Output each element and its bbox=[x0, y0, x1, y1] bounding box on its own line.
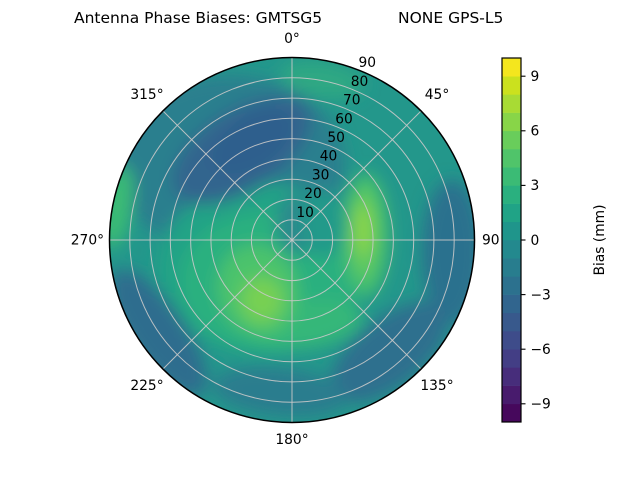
theta-label-0: 0° bbox=[284, 31, 300, 47]
colorbar-band bbox=[502, 331, 521, 350]
grid-spoke bbox=[162, 110, 293, 241]
blob-green-left-rim bbox=[109, 165, 134, 249]
colorbar-bands bbox=[502, 58, 521, 423]
blob-dark-bottom-rim bbox=[212, 367, 348, 417]
theta-label-315: 315° bbox=[130, 87, 163, 103]
radial-tick-label: 60 bbox=[335, 111, 353, 127]
colorbar-band bbox=[502, 294, 521, 314]
colorbar-band bbox=[502, 185, 521, 204]
colorbar-band bbox=[502, 112, 521, 132]
colorbar-axis-label: Bias (mm) bbox=[592, 205, 608, 276]
blob-center-right-teal bbox=[302, 190, 346, 258]
chart-title-main: Antenna Phase Biases: GMTSG5 bbox=[74, 9, 322, 27]
colorbar-tick-label: 6 bbox=[531, 124, 540, 140]
radial-tick-label: 30 bbox=[312, 168, 330, 184]
colorbar-tick-label: −9 bbox=[531, 397, 551, 413]
blob-dark-bottom-right-rim bbox=[331, 301, 449, 403]
colorbar-band bbox=[502, 58, 521, 77]
colorbar-band bbox=[502, 167, 521, 186]
radial-tick-label: 70 bbox=[343, 93, 361, 109]
colorbar-band bbox=[502, 130, 521, 150]
colorbar-band bbox=[502, 349, 521, 368]
theta-label-90: 90 bbox=[482, 233, 500, 249]
radial-tick-labels: 10 20 30 40 50 60 70 80 90 bbox=[296, 55, 376, 221]
radial-tick-label: 80 bbox=[351, 74, 369, 90]
colorbar-tick-label: 0 bbox=[531, 233, 540, 249]
colorbar-tick-label: −6 bbox=[531, 342, 551, 358]
blob-green-top-rim bbox=[280, 61, 364, 99]
colorbar-ticks: 9 6 3 0 −3 −6 −9 bbox=[521, 69, 551, 413]
colorbar-tick-label: −3 bbox=[531, 287, 551, 303]
grid-spoke bbox=[291, 110, 422, 241]
blob-dark-bottom-left-rim bbox=[109, 269, 207, 397]
colorbar-band bbox=[502, 203, 521, 223]
polar-outline bbox=[108, 56, 476, 424]
theta-label-225: 225° bbox=[130, 378, 163, 394]
colorbar-band bbox=[502, 385, 521, 405]
radial-tick-label: 50 bbox=[327, 130, 345, 146]
theta-label-45: 45° bbox=[425, 87, 449, 103]
colorbar-band bbox=[502, 221, 521, 241]
colorbar-band bbox=[502, 240, 521, 259]
blob-dark-right-rim bbox=[422, 180, 475, 324]
colorbar-band bbox=[502, 276, 521, 295]
chart-title-signal: NONE GPS-L5 bbox=[398, 9, 503, 27]
colorbar-band bbox=[502, 312, 521, 332]
colorbar-tick-label: 3 bbox=[531, 178, 540, 194]
colorbar-band bbox=[502, 94, 521, 113]
theta-label-180: 180° bbox=[275, 432, 308, 448]
blob-green-crescent-core bbox=[241, 277, 283, 323]
theta-label-135: 135° bbox=[420, 378, 453, 394]
theta-label-270: 270° bbox=[71, 233, 104, 249]
colorbar: 9 6 3 0 −3 −6 −9 Bias (mm) bbox=[501, 57, 608, 423]
polar-grid bbox=[109, 57, 475, 423]
radial-tick-label: 10 bbox=[296, 205, 314, 221]
grid-spoke bbox=[162, 239, 293, 370]
colorbar-band bbox=[502, 403, 521, 423]
blob-green-strip-core bbox=[355, 204, 371, 256]
radial-tick-label: 90 bbox=[359, 55, 377, 71]
radial-tick-label: 20 bbox=[304, 186, 322, 202]
colorbar-tick-label: 9 bbox=[531, 69, 540, 85]
grid-spoke bbox=[291, 239, 422, 370]
colorbar-band bbox=[502, 258, 521, 277]
radial-tick-label: 40 bbox=[320, 149, 338, 165]
colorbar-band bbox=[502, 149, 521, 168]
colorbar-band bbox=[502, 367, 521, 386]
colorbar-band bbox=[502, 76, 521, 95]
